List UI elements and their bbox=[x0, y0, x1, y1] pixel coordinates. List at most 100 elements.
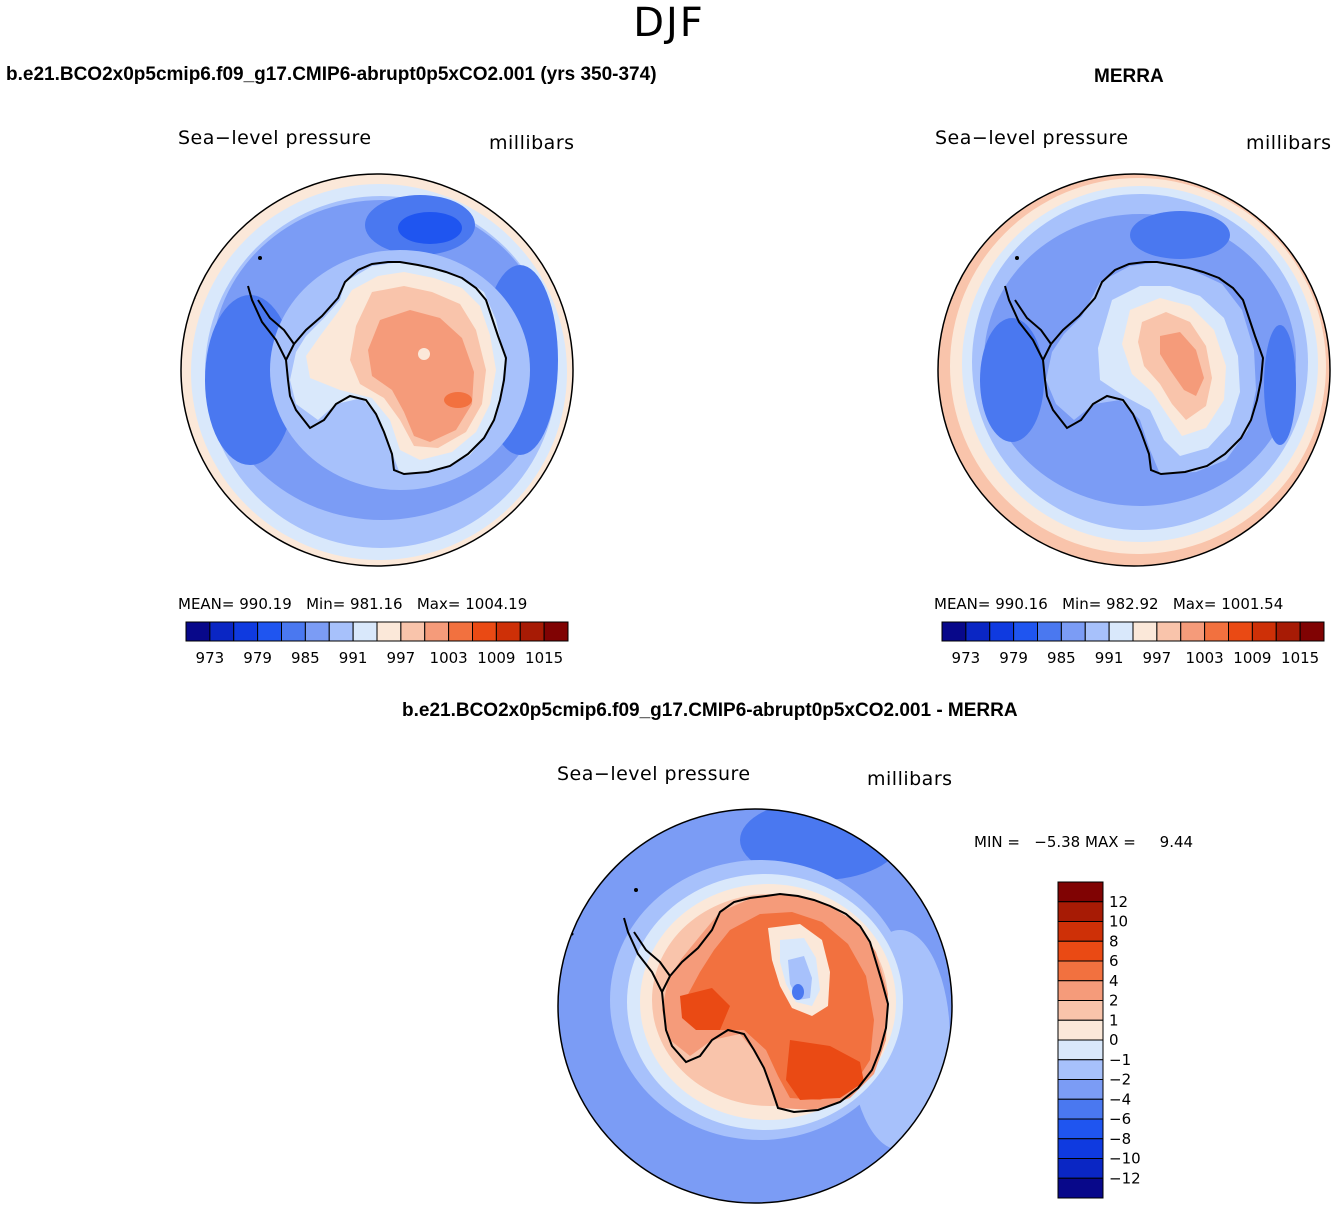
panel1-colorbar-swatch-13 bbox=[495, 621, 521, 642]
map3-fill-ant-hotter-1 bbox=[786, 1040, 864, 1100]
map2-low-west bbox=[980, 318, 1044, 442]
map3-fill-ant-hotter-2 bbox=[680, 988, 730, 1030]
panel2-colorbar-swatch-0 bbox=[941, 621, 967, 642]
panel2-colorbar-swatch-1 bbox=[965, 621, 991, 642]
panel1-colorbar-swatch-15 bbox=[543, 621, 569, 642]
panel2-variable-label: Sea−level pressure bbox=[935, 127, 1129, 149]
panel2-colorbar-swatch-14 bbox=[1275, 621, 1301, 642]
panel1-colorbar-tick-label: 991 bbox=[339, 649, 368, 667]
panel3-colorbar-tick-label: 12 bbox=[1109, 893, 1128, 911]
panel3-colorbar-tick-label: −6 bbox=[1109, 1110, 1131, 1128]
panel2-colorbar-swatch-13 bbox=[1251, 621, 1277, 642]
panel2-colorbar-tick-label: 1015 bbox=[1281, 649, 1319, 667]
map3-island bbox=[634, 888, 638, 892]
panel2-colorbar-swatch-12 bbox=[1228, 621, 1253, 642]
map3-fill-ant-neg-core bbox=[792, 984, 804, 1000]
map3-coastline bbox=[660, 892, 890, 1114]
panel1-colorbar-swatch-5 bbox=[304, 621, 330, 642]
panel3-colorbar-swatch-10 bbox=[1057, 1079, 1104, 1100]
panel3-colorbar-swatch-6 bbox=[1057, 1000, 1104, 1021]
panel1-colorbar-swatch-8 bbox=[376, 621, 402, 642]
panel3-max-label: MAX = bbox=[1085, 833, 1136, 851]
map2-low-east bbox=[1264, 325, 1296, 445]
panel1-colorbar-tick-label: 985 bbox=[291, 649, 320, 667]
panel3-colorbar-swatch-9 bbox=[1057, 1059, 1104, 1080]
panel3-colorbar-swatch-8 bbox=[1057, 1039, 1104, 1061]
panel1-mean-label: MEAN= bbox=[178, 595, 235, 613]
panel2-colorbar-swatch-8 bbox=[1132, 621, 1158, 642]
panel3-colorbar-swatch-15 bbox=[1057, 1177, 1104, 1199]
map2-coastline bbox=[1041, 261, 1265, 476]
panel2-colorbar-tick-label: 973 bbox=[952, 649, 981, 667]
panel2-stats: MEAN= 990.16 Min= 982.92 Max= 1001.54 bbox=[934, 595, 1283, 613]
panel1-colorbar: 973 979 985 991 997 1003 1009 1015 bbox=[185, 621, 569, 667]
panel1-colorbar-tick-label: 1015 bbox=[525, 649, 563, 667]
panel3-colorbar-swatch-13 bbox=[1057, 1138, 1104, 1159]
map1-boundary bbox=[180, 173, 574, 567]
map1-polar-plot bbox=[181, 174, 573, 566]
panel3-colorbar-swatch-2 bbox=[1057, 921, 1104, 942]
panel2-colorbar-swatch-6 bbox=[1084, 621, 1110, 642]
panel3-colorbar-tick-label: 6 bbox=[1109, 952, 1119, 970]
panel1-colorbar-swatch-12 bbox=[472, 621, 497, 642]
map2-fill-ant-high bbox=[1160, 332, 1204, 396]
panel1-colorbar-swatch-9 bbox=[400, 621, 426, 642]
panel3-colorbar-swatch-1 bbox=[1057, 901, 1104, 922]
panel1-colorbar-swatch-7 bbox=[352, 621, 378, 642]
panel2-colorbar-tick-label: 997 bbox=[1143, 649, 1172, 667]
panel2-min-value: 982.92 bbox=[1106, 595, 1159, 613]
panel2-colorbar-tick-label: 1009 bbox=[1233, 649, 1271, 667]
panel1-colorbar-tick-label: 1003 bbox=[430, 649, 468, 667]
panel3-colorbar-tick-label: −2 bbox=[1109, 1071, 1131, 1089]
panel2-colorbar-swatch-5 bbox=[1060, 621, 1086, 642]
panel3-colorbar-tick-label: 1 bbox=[1109, 1011, 1119, 1029]
map3-polar-plot bbox=[558, 809, 952, 1203]
panel2-mean-value: 990.16 bbox=[995, 595, 1048, 613]
map2-island bbox=[1015, 256, 1019, 260]
panel3-colorbar-tick-label: 10 bbox=[1109, 913, 1128, 931]
panel2-mean-label: MEAN= bbox=[934, 595, 991, 613]
panel2-colorbar-swatch-15 bbox=[1299, 621, 1325, 642]
panel2-colorbar-swatch-7 bbox=[1108, 621, 1134, 642]
panel3-colorbar-swatch-12 bbox=[1057, 1118, 1104, 1140]
panel1-colorbar-tick-label: 973 bbox=[196, 649, 225, 667]
panel2-colorbar-swatch-3 bbox=[1013, 621, 1038, 642]
panel1-colorbar-swatch-10 bbox=[424, 621, 450, 642]
map1-peninsula bbox=[247, 285, 295, 361]
map1-island bbox=[258, 256, 262, 260]
panel2-colorbar: 973 979 985 991 997 1003 1009 1015 bbox=[941, 621, 1325, 667]
panel3-case-title: b.e21.BCO2x0p5cmip6.f09_g17.CMIP6-abrupt… bbox=[402, 700, 1018, 721]
panel1-min-value: 981.16 bbox=[350, 595, 403, 613]
panel1-max-label: Max= bbox=[416, 595, 461, 613]
panel2-colorbar-tick-label: 991 bbox=[1095, 649, 1124, 667]
map1-coastline bbox=[284, 261, 508, 476]
panel3-colorbar-tick-label: −8 bbox=[1109, 1130, 1131, 1148]
panel3-colorbar-tick-label: 4 bbox=[1109, 972, 1119, 990]
panel3-colorbar-tick-label: −1 bbox=[1109, 1051, 1131, 1069]
panel2-colorbar-swatch-10 bbox=[1180, 621, 1206, 642]
map3-peninsula bbox=[623, 917, 671, 993]
panel2-colorbar-swatch-2 bbox=[989, 621, 1015, 642]
map3-boundary bbox=[557, 808, 953, 1204]
panel2-colorbar-tick-label: 1003 bbox=[1186, 649, 1224, 667]
map2-low-north bbox=[1130, 211, 1230, 259]
panel1-colorbar-tick-label: 1009 bbox=[477, 649, 515, 667]
panel1-colorbar-swatch-1 bbox=[209, 621, 235, 642]
panel2-case-title: MERRA bbox=[1094, 66, 1164, 87]
panel2-colorbar-swatch-4 bbox=[1037, 621, 1062, 642]
panel1-colorbar-swatch-6 bbox=[328, 621, 354, 642]
panel1-colorbar-swatch-11 bbox=[448, 621, 473, 642]
panel2-colorbar-swatch-9 bbox=[1156, 621, 1182, 642]
panel3-min-label: MIN = bbox=[974, 833, 1020, 851]
map1-fill-ant-max bbox=[444, 392, 472, 408]
panel1-colorbar-swatch-14 bbox=[519, 621, 545, 642]
panel1-colorbar-swatch-0 bbox=[185, 621, 211, 642]
panel3-colorbar-tick-label: −4 bbox=[1109, 1090, 1131, 1108]
panel3-colorbar-swatch-4 bbox=[1057, 960, 1104, 982]
panel2-units-label: millibars bbox=[1246, 132, 1332, 154]
panel2-colorbar-swatch-11 bbox=[1204, 621, 1229, 642]
panel2-colorbar-tick-label: 985 bbox=[1047, 649, 1076, 667]
panel3-colorbar-tick-label: −12 bbox=[1109, 1169, 1141, 1187]
